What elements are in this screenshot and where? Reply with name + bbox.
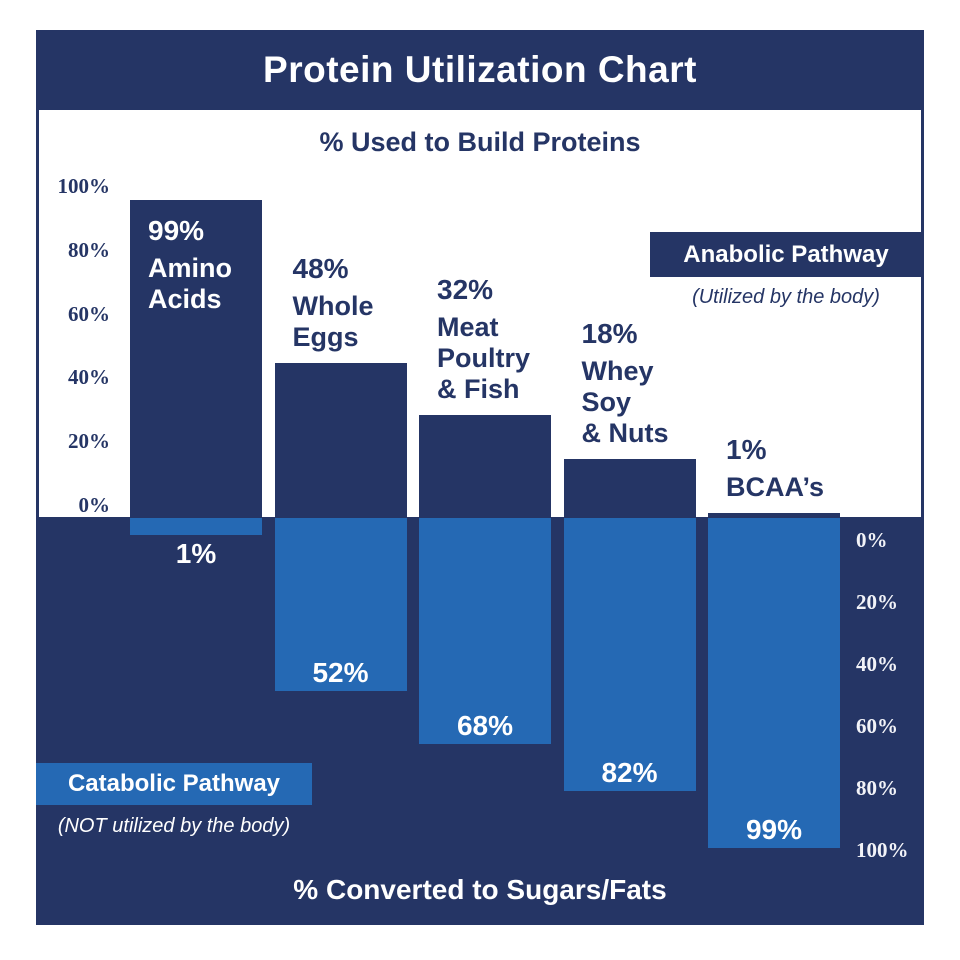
bar-label-above: 48% Whole Eggs bbox=[293, 252, 374, 353]
anabolic-bar bbox=[274, 363, 407, 517]
chart-title-bar: Protein Utilization Chart bbox=[36, 30, 924, 110]
left-axis-tick: 80% bbox=[68, 237, 110, 262]
top-axis-label: % Used to Build Proteins bbox=[319, 127, 641, 157]
bar-category-label: BCAA’s bbox=[726, 472, 825, 502]
bar-category-label: Eggs bbox=[292, 322, 359, 353]
bar-value-label-top: 32% bbox=[437, 273, 494, 305]
bar-category-label: & Nuts bbox=[581, 418, 669, 449]
bar-category-label: Whey bbox=[581, 356, 654, 387]
bar-label-inside: 99% Amino Acids bbox=[148, 214, 232, 315]
catabolic-bar bbox=[563, 518, 696, 792]
bar-category-label: Meat bbox=[437, 311, 499, 342]
bar-value-label-bottom: 82% bbox=[601, 757, 658, 789]
left-axis-tick: 40% bbox=[68, 365, 110, 390]
bar-category-label: Poultry bbox=[437, 342, 531, 373]
bottom-axis-label: % Converted to Sugars/Fats bbox=[293, 874, 667, 905]
catabolic-bar bbox=[708, 518, 840, 848]
anabolic-bar bbox=[419, 414, 551, 517]
anabolic-legend-box: Anabolic Pathway bbox=[650, 232, 922, 277]
bar-category-label: Acids bbox=[148, 284, 222, 315]
left-axis-tick: 20% bbox=[68, 429, 110, 454]
bar-value-label-top: 18% bbox=[581, 318, 638, 350]
right-axis-tick: 80% bbox=[856, 776, 898, 800]
anabolic-legend-label: Anabolic Pathway bbox=[683, 240, 889, 268]
right-axis-tick: 0% bbox=[856, 528, 888, 552]
bar-value-label-bottom: 52% bbox=[312, 657, 369, 689]
bar-category-label: Soy bbox=[581, 387, 632, 418]
bar-category-label: Whole bbox=[292, 291, 374, 322]
bar-value-label-top: 99% bbox=[148, 215, 205, 247]
anabolic-bar bbox=[563, 459, 696, 517]
right-axis-tick: 20% bbox=[856, 590, 898, 614]
catabolic-bar bbox=[419, 518, 551, 745]
bar-label-above: 32% Meat Poultry & Fish bbox=[437, 273, 530, 405]
left-axis-tick: 100% bbox=[57, 174, 111, 198]
chart-title: Protein Utilization Chart bbox=[263, 49, 697, 90]
bar-value-label-bottom: 68% bbox=[456, 710, 514, 742]
bar-value-label-bottom: 1% bbox=[175, 538, 217, 569]
bar-value-label-top: 1% bbox=[726, 434, 767, 465]
chart-panel: Protein Utilization Chart % Used to Buil… bbox=[36, 30, 924, 925]
bar-label-above: 18% Whey Soy & Nuts bbox=[582, 317, 669, 449]
catabolic-bar bbox=[274, 518, 407, 692]
bar-value-label-bottom: 99% bbox=[745, 813, 803, 845]
right-axis-tick: 100% bbox=[856, 838, 909, 862]
right-axis-tick: 40% bbox=[856, 652, 898, 676]
anabolic-legend-caption: (Utilized by the body) bbox=[692, 286, 880, 308]
anabolic-bar bbox=[130, 200, 262, 517]
catabolic-bar bbox=[130, 518, 262, 535]
left-axis-tick: 0% bbox=[78, 493, 111, 517]
catabolic-legend-box: Catabolic Pathway bbox=[36, 763, 312, 805]
catabolic-legend-label: Catabolic Pathway bbox=[67, 770, 281, 797]
bar-category-label: Amino bbox=[148, 253, 232, 284]
bar-category-label: & Fish bbox=[437, 373, 520, 404]
catabolic-legend-caption: (NOT utilized by the body) bbox=[57, 815, 291, 837]
bar-label-above: 1% BCAA’s bbox=[726, 433, 824, 503]
bar-value-label-top: 48% bbox=[292, 253, 349, 285]
left-axis-tick: 60% bbox=[68, 301, 110, 326]
right-axis-tick: 60% bbox=[856, 714, 898, 738]
